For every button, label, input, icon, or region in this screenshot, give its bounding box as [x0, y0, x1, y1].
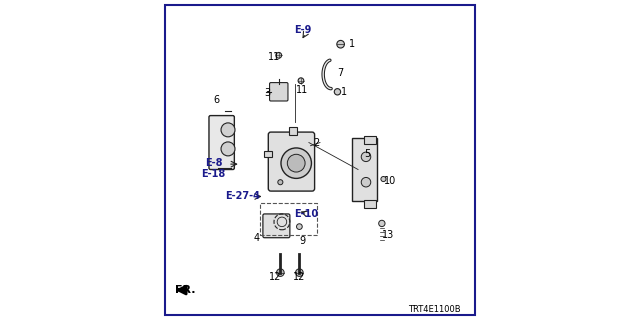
Bar [364, 136, 376, 144]
Bar [260, 203, 317, 235]
FancyBboxPatch shape [209, 116, 234, 170]
Text: E-27-4: E-27-4 [225, 191, 260, 202]
Text: FR.: FR. [175, 285, 195, 295]
Circle shape [278, 180, 283, 185]
Text: 12: 12 [269, 272, 282, 282]
Text: 11: 11 [296, 85, 308, 95]
Text: E-8: E-8 [205, 158, 223, 168]
Text: TRT4E1100B: TRT4E1100B [408, 305, 461, 314]
Text: 7: 7 [337, 68, 344, 78]
Circle shape [337, 40, 344, 48]
Circle shape [361, 152, 371, 162]
FancyBboxPatch shape [269, 83, 288, 101]
FancyBboxPatch shape [268, 132, 315, 191]
Text: 6: 6 [214, 95, 220, 105]
Text: 1: 1 [349, 39, 355, 49]
Circle shape [296, 224, 302, 229]
Circle shape [296, 269, 303, 276]
Text: 9: 9 [300, 236, 306, 246]
Circle shape [221, 142, 235, 156]
Text: 3: 3 [264, 88, 271, 98]
Bar [352, 138, 377, 201]
Bar [289, 127, 297, 135]
Text: 5: 5 [364, 149, 371, 159]
Text: 2: 2 [314, 138, 320, 148]
Text: 1: 1 [340, 87, 347, 97]
Circle shape [221, 123, 235, 137]
Text: 10: 10 [383, 176, 396, 186]
Circle shape [379, 220, 385, 227]
Circle shape [276, 269, 284, 276]
Bar [264, 151, 273, 157]
Text: 4: 4 [253, 233, 260, 243]
Text: E-10: E-10 [294, 209, 318, 219]
Circle shape [287, 154, 305, 172]
Text: 11: 11 [268, 52, 280, 62]
Circle shape [334, 89, 340, 95]
Text: E-18: E-18 [202, 169, 226, 179]
Circle shape [298, 78, 304, 84]
Text: E-9: E-9 [294, 25, 311, 35]
Circle shape [381, 177, 386, 181]
Bar [364, 200, 376, 208]
Circle shape [276, 52, 282, 58]
Circle shape [361, 178, 371, 187]
Text: 12: 12 [293, 272, 305, 282]
Text: 13: 13 [382, 229, 394, 240]
Circle shape [281, 148, 312, 178]
FancyBboxPatch shape [263, 214, 290, 238]
